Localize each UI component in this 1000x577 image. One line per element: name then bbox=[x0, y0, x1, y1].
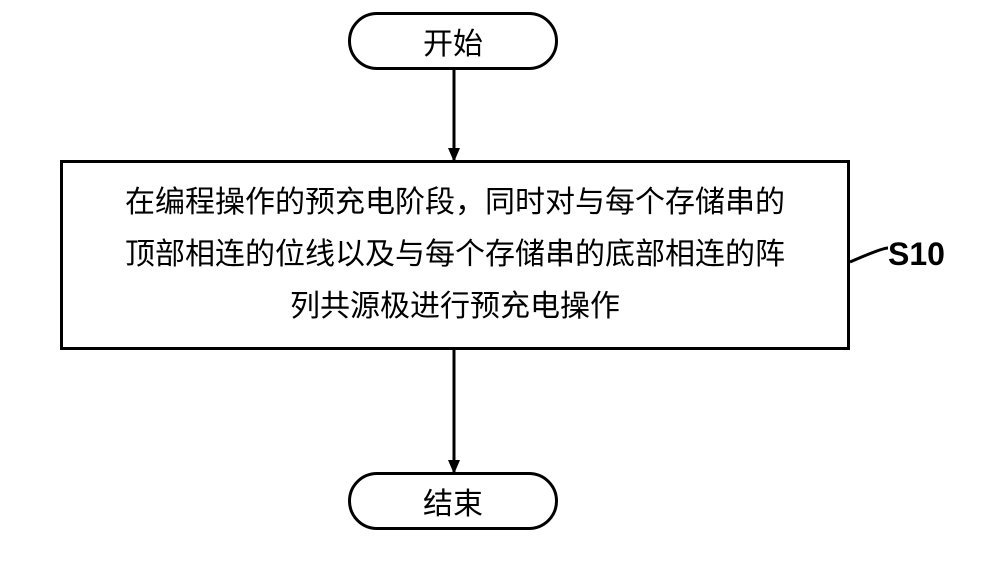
process-s10-text: 在编程操作的预充电阶段，同时对与每个存储串的顶部相连的位线以及与每个存储串的底部… bbox=[125, 177, 785, 333]
step-label-s10: S10 bbox=[888, 236, 945, 273]
terminator-end: 结束 bbox=[348, 472, 558, 530]
terminator-start-text: 开始 bbox=[423, 19, 483, 63]
terminator-start: 开始 bbox=[348, 12, 558, 70]
process-s10: 在编程操作的预充电阶段，同时对与每个存储串的顶部相连的位线以及与每个存储串的底部… bbox=[60, 160, 850, 350]
step-label-s10-text: S10 bbox=[888, 236, 945, 273]
flowchart-canvas: 开始 在编程操作的预充电阶段，同时对与每个存储串的顶部相连的位线以及与每个存储串… bbox=[0, 0, 1000, 577]
terminator-end-text: 结束 bbox=[423, 479, 483, 523]
